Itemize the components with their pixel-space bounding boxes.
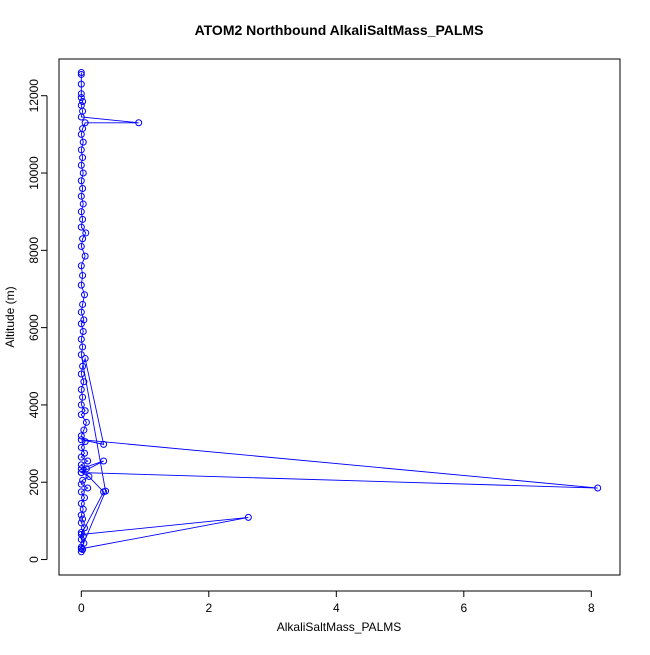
data-point (84, 457, 92, 465)
data-point (77, 370, 85, 378)
y-tick-label: 0 (27, 556, 41, 563)
data-point (100, 440, 108, 448)
data-point (79, 184, 87, 192)
data-point (82, 229, 90, 237)
data-point (79, 532, 87, 540)
data-point (80, 426, 88, 434)
data-point (79, 98, 87, 106)
x-axis-label: AlkaliSaltMass_PALMS (277, 620, 402, 634)
data-point (77, 499, 85, 507)
data-point (77, 519, 85, 527)
data-point (81, 407, 89, 415)
data-point (81, 252, 89, 260)
x-tick-label: 6 (460, 601, 467, 615)
data-point (77, 461, 85, 469)
data-point (102, 487, 110, 495)
data-point (77, 177, 85, 185)
data-point (79, 343, 87, 351)
data-point (79, 300, 87, 308)
y-tick-label: 8000 (27, 237, 41, 264)
data-point (594, 484, 602, 492)
data-point (79, 215, 87, 223)
data-point (79, 200, 87, 208)
data-point (77, 101, 85, 109)
data-point (77, 242, 85, 250)
data-point (244, 513, 252, 521)
data-point (77, 90, 85, 98)
data-point (79, 515, 87, 523)
data-point (79, 169, 87, 177)
chart-title: ATOM2 Northbound AlkaliSaltMass_PALMS (195, 22, 484, 38)
data-point (77, 69, 85, 77)
x-tick-label: 2 (205, 601, 212, 615)
y-tick-label: 2000 (27, 469, 41, 496)
data-point (81, 524, 88, 532)
data-point (79, 362, 87, 370)
data-point (79, 235, 87, 243)
data-point (77, 401, 85, 409)
data-point (77, 545, 85, 553)
x-axis: 0 2 4 6 8 (78, 590, 595, 615)
x-tick-label: 8 (588, 601, 595, 615)
x-tick-label: 0 (78, 601, 85, 615)
data-point (77, 94, 85, 102)
data-point (77, 70, 85, 78)
data-point (77, 385, 85, 393)
data-point (77, 530, 85, 538)
data-point (77, 465, 85, 473)
data-point (77, 411, 85, 419)
y-tick-label: 10000 (27, 156, 41, 190)
data-point (79, 271, 87, 279)
data-point (77, 488, 85, 496)
data-point (77, 480, 85, 488)
series-line (79, 72, 598, 553)
data-point (80, 378, 88, 386)
data-point (82, 418, 90, 426)
data-point (84, 484, 92, 492)
data-point (80, 316, 88, 324)
data-point (85, 472, 93, 480)
data-point (77, 208, 85, 216)
data-point (77, 443, 85, 451)
data-point (77, 161, 85, 169)
data-point (79, 125, 87, 133)
x-tick-label: 4 (333, 601, 340, 615)
data-point (79, 327, 87, 335)
data-point (77, 351, 85, 359)
data-point (77, 192, 85, 200)
y-axis-label: Altitude (m) (3, 286, 17, 347)
plot-frame (58, 58, 621, 576)
data-point (135, 119, 143, 127)
data-point (79, 154, 87, 162)
data-point (81, 355, 89, 363)
data-point (82, 465, 90, 473)
data-point (81, 449, 88, 457)
data-point (77, 528, 85, 536)
data-point (77, 146, 85, 154)
data-point (81, 119, 89, 127)
data-point (77, 223, 85, 231)
data-point (79, 138, 87, 146)
data-point (81, 494, 88, 502)
data-series (77, 69, 602, 556)
y-axis: 0 2000 4000 6000 8000 10000 12000 (27, 79, 48, 563)
data-point (77, 436, 85, 444)
data-point (77, 469, 85, 477)
data-point (100, 457, 108, 465)
data-point (77, 281, 85, 289)
data-point (81, 438, 89, 446)
data-point (77, 432, 85, 440)
data-point (77, 80, 85, 88)
y-tick-label: 4000 (27, 391, 41, 418)
data-point (79, 393, 87, 401)
y-tick-label: 12000 (27, 79, 41, 113)
data-point (77, 308, 85, 316)
y-tick-label: 6000 (27, 314, 41, 341)
data-point (79, 476, 87, 484)
data-point (77, 335, 85, 343)
data-point (81, 291, 88, 299)
data-point (77, 262, 85, 270)
